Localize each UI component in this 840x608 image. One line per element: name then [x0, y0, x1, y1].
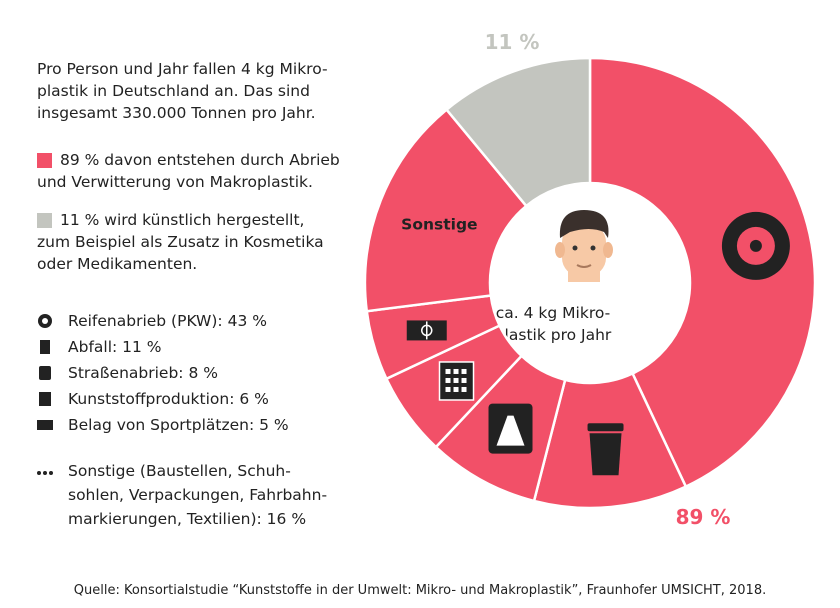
legend-icon [39, 392, 51, 406]
segment-label: Sonstige [401, 215, 477, 233]
center-text: ca. 4 kg Mikro-plastik pro Jahr [495, 304, 612, 344]
factory-icon [453, 386, 459, 392]
legend-icon [49, 471, 53, 475]
tire-icon [749, 239, 762, 252]
total-label: 89 % [676, 505, 731, 529]
legend-entry: Kunststoffproduktion: 6 % [68, 390, 269, 408]
factory-icon [461, 386, 467, 392]
legend-entry: Sonstige (Baustellen, Schuh-sohlen, Verp… [68, 462, 327, 528]
legend-icon [43, 471, 47, 475]
donut-segment [444, 56, 592, 208]
donut-segment [363, 107, 529, 313]
road-icon [496, 415, 525, 446]
trash-icon [587, 423, 624, 432]
factory-icon [445, 368, 451, 374]
factory-icon [453, 368, 459, 374]
factory-icon [445, 377, 451, 383]
legend-entry: Reifenabrieb (PKW): 43 % [68, 312, 267, 330]
legend-icon [40, 340, 50, 354]
legend-entry: Belag von Sportplätzen: 5 % [68, 416, 289, 434]
legend-entry: 89 % davon entstehen durch Abrieb und Ver… [37, 151, 340, 191]
trash-icon [589, 433, 622, 476]
legend-entry: Abfall: 11 % [68, 338, 162, 356]
legend-icon [37, 471, 41, 475]
legend-entry: 11 % wird künstlich hergestellt, zum Beis… [37, 211, 324, 273]
factory-icon [453, 377, 459, 383]
legend-icon [37, 420, 53, 430]
face-icon [555, 210, 613, 282]
legend-entry: Straßenabrieb: 8 % [68, 364, 218, 382]
legend-swatch [37, 153, 52, 168]
legend-swatch [37, 213, 52, 228]
legend-icon [42, 318, 48, 324]
factory-icon [461, 377, 467, 383]
donut-segment [588, 56, 817, 489]
intro-text: Pro Person und Jahr fallen 4 kg Mikro-pl… [37, 60, 328, 122]
source: Quelle: Konsortialstudie “Kunststoffe in… [74, 583, 766, 598]
legend-icon [39, 366, 51, 380]
factory-icon [461, 368, 467, 374]
field-icon [421, 324, 433, 337]
total-label: 11 % [485, 30, 540, 54]
factory-icon [445, 386, 451, 392]
